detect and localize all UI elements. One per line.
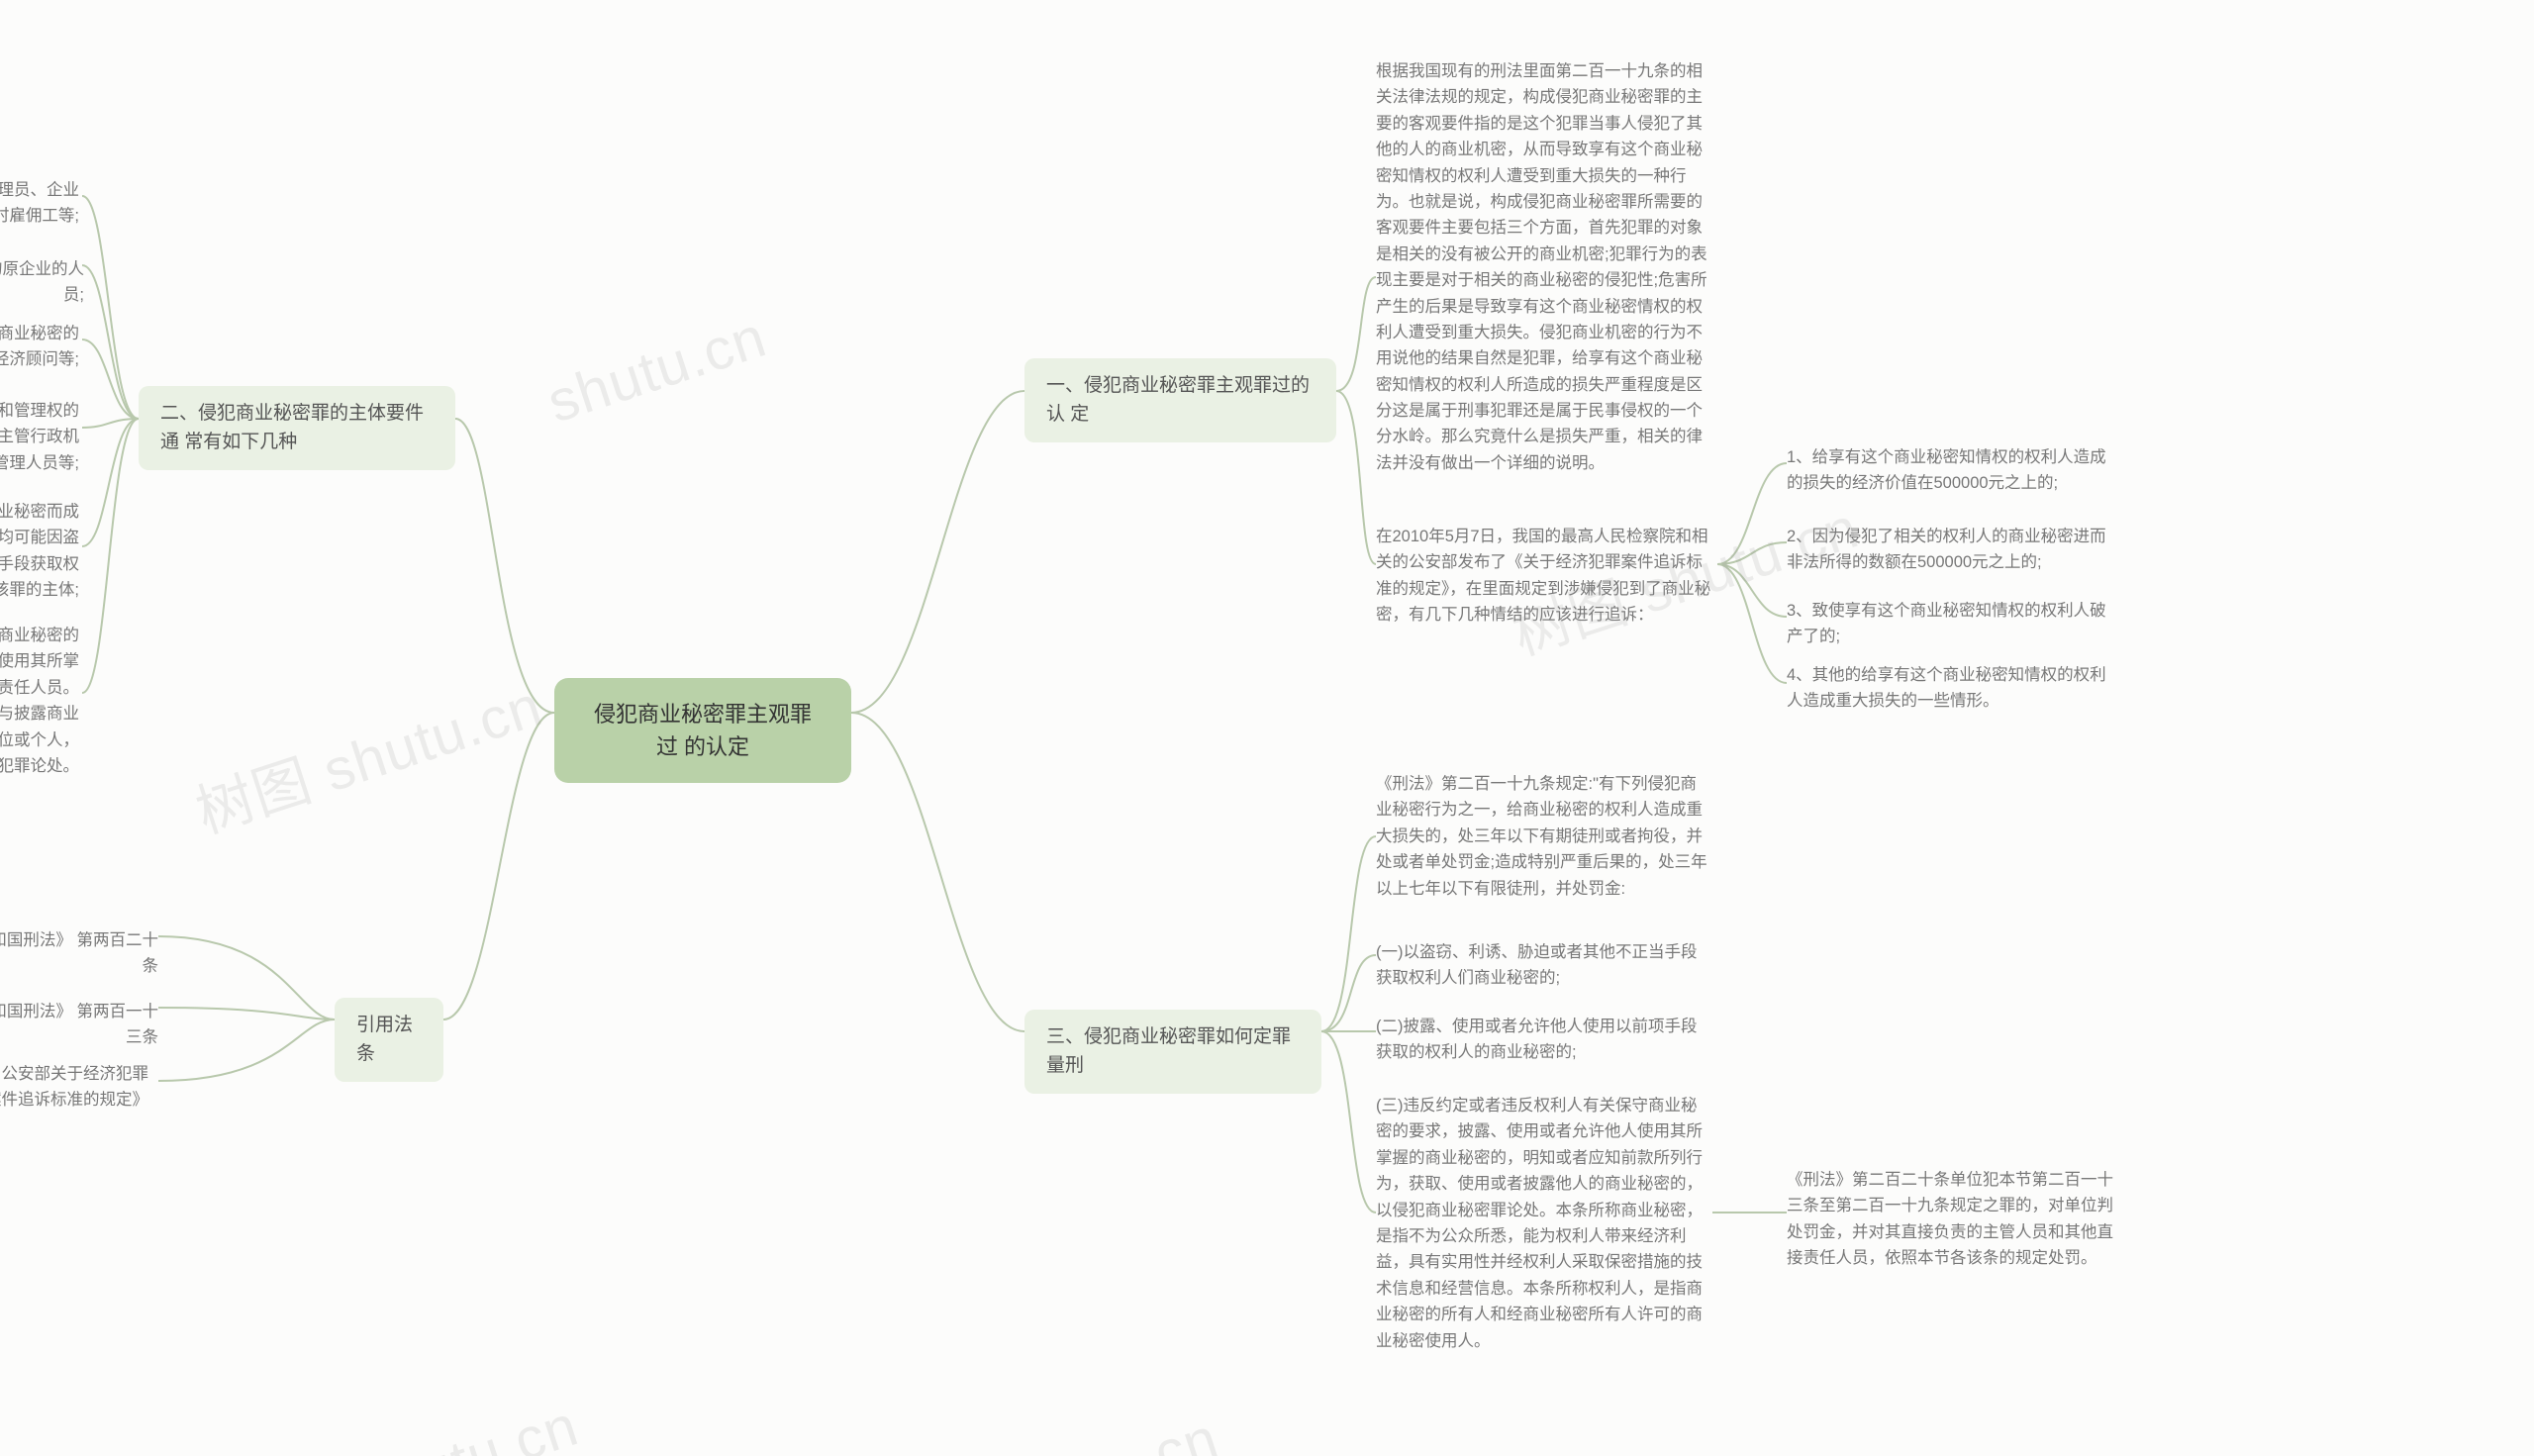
leaf-label: 《刑法》第二百一十九条规定:"有下列侵犯商业秘密行为之一，给商业秘密的权利人造成…	[1376, 775, 1707, 898]
leaf-node[interactable]: (一)以盗窃、利诱、胁迫或者其他不正当手段获取权利人们商业秘密的;	[1376, 935, 1712, 996]
watermark: .cn	[1130, 1405, 1226, 1456]
leaf-label: [2]《中华人民共和国刑法》 第两百一十三条	[0, 1003, 158, 1046]
leaf-node[interactable]: 《刑法》第二百二十条单位犯本节第二百一十三条至第二百一十九条规定之罪的，对单位判…	[1787, 1163, 2113, 1276]
leaf-node[interactable]: 在2010年5月7日，我国的最高人民检察院和相关的公安部发布了《关于经济犯罪案件…	[1376, 520, 1717, 632]
watermark: shutu.cn	[351, 1393, 586, 1456]
branch-2[interactable]: 二、侵犯商业秘密罪的主体要件通 常有如下几种	[139, 386, 455, 470]
leaf-node[interactable]: (3) 受委托并因而知悉、掌握商业秘密的人，如律师、专利代理人、经济顾问等;	[0, 317, 79, 377]
leaf-node[interactable]: (1) 企业的厂长、经理和其他管理员、企业的职工或临时雇佣工等;	[0, 173, 79, 234]
leaf-node[interactable]: (三)违反约定或者违反权利人有关保守商业秘密的要求，披露、使用或者允许他人使用其…	[1376, 1089, 1712, 1358]
leaf-node[interactable]: 3、致使享有这个商业秘密知情权的权利人破产了的;	[1787, 594, 2113, 654]
leaf-label: 1、给享有这个商业秘密知情权的权利人造成的损失的经济价值在500000元之上的;	[1787, 448, 2106, 492]
leaf-label: (1) 企业的厂长、经理和其他管理员、企业的职工或临时雇佣工等;	[0, 181, 79, 225]
leaf-label: 3、致使享有这个商业秘密知情权的权利人破产了的;	[1787, 602, 2106, 645]
leaf-label: (一)以盗窃、利诱、胁迫或者其他不正当手段获取权利人们商业秘密的;	[1376, 943, 1698, 987]
leaf-label: 在2010年5月7日，我国的最高人民检察院和相关的公安部发布了《关于经济犯罪案件…	[1376, 528, 1710, 624]
leaf-node[interactable]: 4、其他的给享有这个商业秘密知情权的权利人造成重大损失的一些情形。	[1787, 658, 2113, 719]
branch-1[interactable]: 一、侵犯商业秘密罪主观罪过的认 定	[1024, 358, 1336, 442]
branch-2-label: 二、侵犯商业秘密罪的主体要件通 常有如下几种	[160, 403, 424, 452]
leaf-label: (5)除上述四种人员可能因披露商业秘密而成为主体要件外，其他任何人员均可能因盗窃…	[0, 503, 79, 599]
watermark: shutu.cn	[539, 304, 774, 437]
leaf-node[interactable]: (6)依据合同或者权利人有关保守商业秘密的要求，披露、使用或者允许他人使用其所掌…	[0, 619, 79, 783]
leaf-node[interactable]: [2]《中华人民共和国刑法》 第两百一十三条	[0, 995, 158, 1055]
leaf-label: 4、其他的给享有这个商业秘密知情权的权利人造成重大损失的一些情形。	[1787, 666, 2106, 710]
leaf-label: (三)违反约定或者违反权利人有关保守商业秘密的要求，披露、使用或者允许他人使用其…	[1376, 1097, 1703, 1350]
branch-3[interactable]: 三、侵犯商业秘密罪如何定罪量刑	[1024, 1010, 1321, 1094]
watermark: 树图 shutu.cn	[184, 659, 551, 849]
leaf-node[interactable]: 2、因为侵犯了相关的权利人的商业秘密进而非法所得的数额在500000元之上的;	[1787, 520, 2113, 580]
leaf-label: 《刑法》第二百二十条单位犯本节第二百一十三条至第二百一十九条规定之罪的，对单位判…	[1787, 1171, 2113, 1267]
leaf-label: (2) 现已离退休或转调的原企业的人员;	[0, 260, 84, 304]
branch-3-label: 三、侵犯商业秘密罪如何定罪量刑	[1046, 1026, 1291, 1076]
leaf-label: (二)披露、使用或者允许他人使用以前项手段获取的权利人的商业秘密的;	[1376, 1018, 1698, 1061]
leaf-node[interactable]: [1]《中华人民共和国刑法》 第两百二十条	[0, 923, 158, 984]
leaf-label: (4) 对企业有监督、检查、调查和管理权的人，比如审计人员、税务人员、主管行政机…	[0, 402, 79, 472]
leaf-node[interactable]: [3]《最高人民检察院、公安部关于经济犯罪案件追诉标准的规定》	[0, 1057, 148, 1117]
leaf-node[interactable]: 1、给享有这个商业秘密知情权的权利人造成的损失的经济价值在500000元之上的;	[1787, 440, 2113, 501]
leaf-label: 根据我国现有的刑法里面第二百一十九条的相关法律法规的规定，构成侵犯商业秘密罪的主…	[1376, 62, 1707, 472]
leaf-node[interactable]: (4) 对企业有监督、检查、调查和管理权的人，比如审计人员、税务人员、主管行政机…	[0, 394, 79, 480]
root-node[interactable]: 侵犯商业秘密罪主观罪过 的认定	[554, 678, 851, 783]
leaf-node[interactable]: 根据我国现有的刑法里面第二百一十九条的相关法律法规的规定，构成侵犯商业秘密罪的主…	[1376, 54, 1717, 480]
branch-4[interactable]: 引用法条	[335, 998, 443, 1082]
leaf-node[interactable]: (二)披露、使用或者允许他人使用以前项手段获取的权利人的商业秘密的;	[1376, 1010, 1712, 1070]
leaf-label: (3) 受委托并因而知悉、掌握商业秘密的人，如律师、专利代理人、经济顾问等;	[0, 325, 79, 368]
leaf-label: [3]《最高人民检察院、公安部关于经济犯罪案件追诉标准的规定》	[0, 1065, 148, 1109]
branch-1-label: 一、侵犯商业秘密罪主观罪过的认 定	[1046, 375, 1310, 425]
leaf-node[interactable]: (2) 现已离退休或转调的原企业的人员;	[0, 252, 84, 313]
leaf-label: [1]《中华人民共和国刑法》 第两百二十条	[0, 931, 158, 975]
leaf-label: 2、因为侵犯了相关的权利人的商业秘密进而非法所得的数额在500000元之上的;	[1787, 528, 2106, 571]
leaf-node[interactable]: (5)除上述四种人员可能因披露商业秘密而成为主体要件外，其他任何人员均可能因盗窃…	[0, 495, 79, 608]
leaf-label: (6)依据合同或者权利人有关保守商业秘密的要求，披露、使用或者允许他人使用其所掌…	[0, 627, 79, 775]
branch-4-label: 引用法条	[356, 1015, 413, 1064]
root-label: 侵犯商业秘密罪主观罪过 的认定	[594, 702, 812, 759]
connector-layer	[0, 0, 2534, 1456]
leaf-node[interactable]: 《刑法》第二百一十九条规定:"有下列侵犯商业秘密行为之一，给商业秘密的权利人造成…	[1376, 767, 1712, 906]
